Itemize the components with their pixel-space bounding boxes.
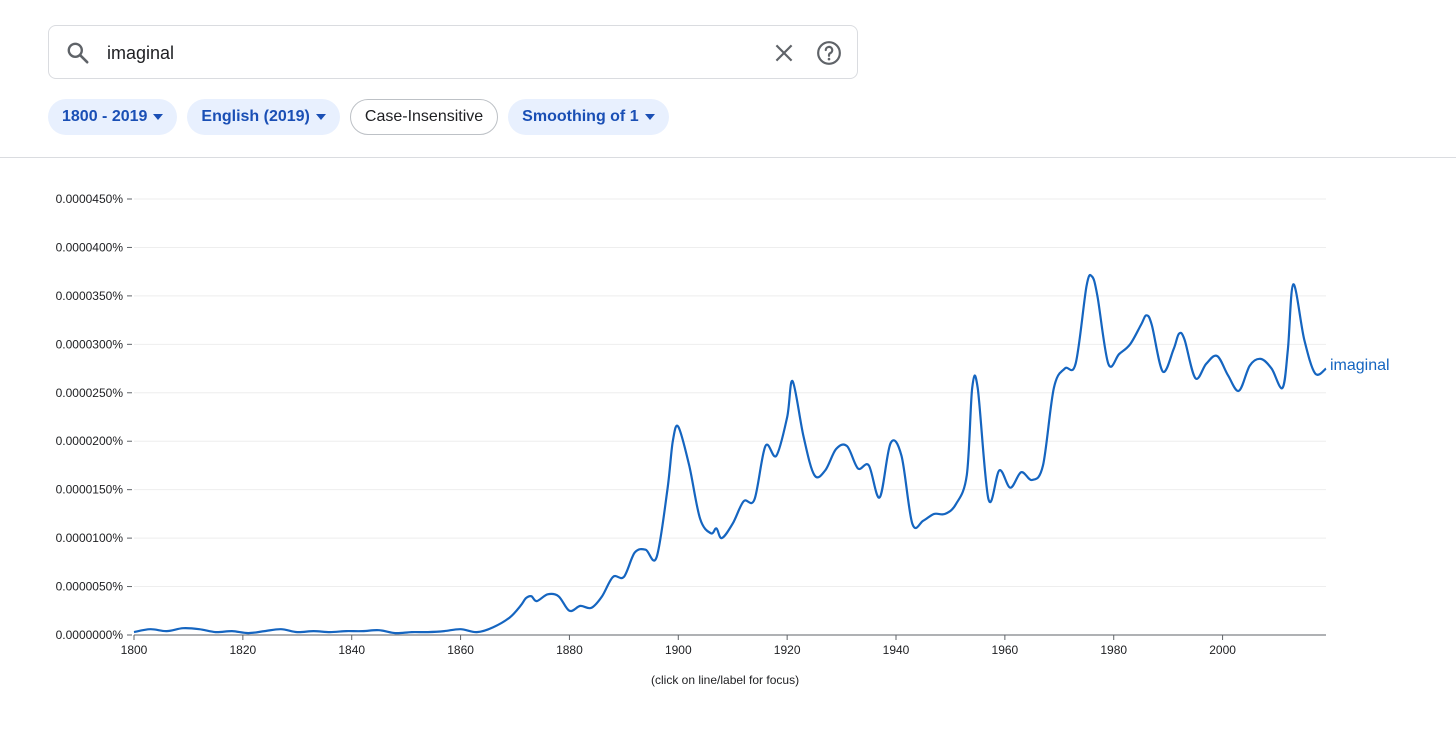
- corpus-label: English (2019): [201, 108, 310, 125]
- y-tick-label: 0.0000400%: [56, 240, 124, 254]
- ngram-line-chart: 0.0000000% 0.0000050% 0.0000100% 0.0000150%…: [56, 192, 1390, 657]
- x-tick-label: 1900: [665, 643, 692, 657]
- y-tick-label: 0.0000050%: [56, 580, 124, 594]
- y-tick-label: 0.0000300%: [56, 337, 124, 351]
- x-tick-label: 1840: [338, 643, 365, 657]
- x-tick-label: 1820: [230, 643, 257, 657]
- x-tick-label: 1880: [556, 643, 583, 657]
- y-tick-label: 0.0000250%: [56, 386, 124, 400]
- x-tick-label: 1800: [121, 643, 148, 657]
- x-tick-label: 1980: [1100, 643, 1127, 657]
- x-tick-label: 2000: [1209, 643, 1236, 657]
- search-icon: [67, 42, 89, 64]
- series-label-imaginal[interactable]: imaginal: [1330, 357, 1390, 374]
- search-box[interactable]: [48, 25, 858, 79]
- y-tick-label: 0.0000000%: [56, 628, 124, 642]
- caret-down-icon: [315, 114, 326, 120]
- y-tick-label: 0.0000350%: [56, 289, 124, 303]
- filter-chips: 1800 - 2019 English (2019) Case-Insensit…: [48, 99, 669, 135]
- close-icon[interactable]: [771, 40, 797, 66]
- x-tick-label: 1960: [992, 643, 1019, 657]
- y-tick-label: 0.0000200%: [56, 434, 124, 448]
- caret-down-icon: [644, 114, 655, 120]
- click-hint: (click on line/label for focus): [651, 673, 800, 687]
- year-range-dropdown[interactable]: 1800 - 2019: [48, 99, 178, 135]
- smoothing-label: Smoothing of 1: [522, 108, 639, 125]
- help-circle-icon[interactable]: [816, 40, 842, 66]
- y-tick-label: 0.0000100%: [56, 531, 124, 545]
- smoothing-dropdown[interactable]: Smoothing of 1: [508, 99, 669, 135]
- header-divider: [0, 157, 1456, 158]
- y-tick-label: 0.0000150%: [56, 483, 124, 497]
- case-insensitive-label: Case-Insensitive: [364, 108, 484, 125]
- corpus-dropdown[interactable]: English (2019): [187, 99, 340, 135]
- y-tick-label: 0.0000450%: [56, 192, 124, 206]
- x-tick-label: 1860: [447, 643, 474, 657]
- caret-down-icon: [153, 114, 164, 120]
- x-tick-label: 1920: [774, 643, 801, 657]
- search-input[interactable]: [107, 38, 747, 68]
- series-line-imaginal[interactable]: [133, 273, 1327, 635]
- case-insensitive-toggle[interactable]: Case-Insensitive: [349, 99, 499, 135]
- x-tick-label: 1940: [883, 643, 910, 657]
- year-range-label: 1800 - 2019: [62, 108, 148, 125]
